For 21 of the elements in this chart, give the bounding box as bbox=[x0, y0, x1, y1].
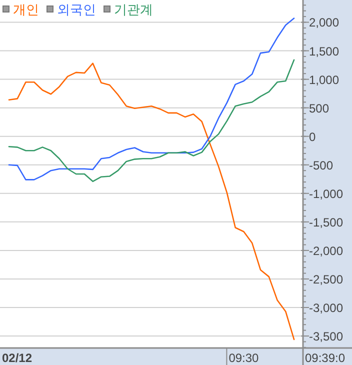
y-tick-label: -500 bbox=[309, 158, 334, 172]
text: 09:39:0 bbox=[305, 351, 346, 365]
y-tick-label: -2,000 bbox=[309, 244, 344, 258]
x-tick-label: 09:30 bbox=[228, 351, 260, 365]
y-tick-label: -3,500 bbox=[309, 330, 344, 344]
y-tick-label: 1,500 bbox=[309, 44, 340, 58]
line-series bbox=[8, 18, 295, 180]
y-tick-label: 2,000 bbox=[309, 16, 340, 30]
text: 02/12 bbox=[2, 351, 32, 365]
text: 개인 bbox=[13, 2, 39, 17]
y-tick-label: 500 bbox=[309, 101, 330, 116]
line-series bbox=[8, 59, 295, 182]
y-tick-label: -3,000 bbox=[309, 300, 344, 315]
y-tick-label: -2,500 bbox=[309, 272, 344, 286]
y-tick-label: 1,000 bbox=[309, 72, 340, 87]
line-series bbox=[8, 62, 295, 340]
y-tick-label: -1,500 bbox=[309, 215, 344, 230]
y-tick-label: -1,000 bbox=[309, 186, 344, 201]
text: 외국인 bbox=[57, 2, 96, 17]
y-tick-label: 0 bbox=[309, 130, 316, 144]
text: 기관계 bbox=[114, 2, 153, 17]
